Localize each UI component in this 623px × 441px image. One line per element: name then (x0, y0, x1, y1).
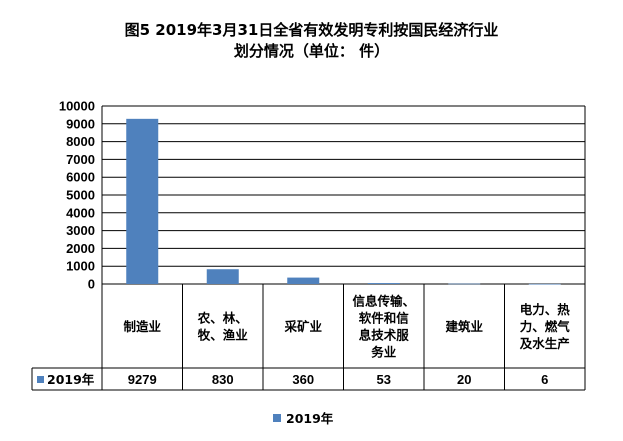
data-table-value: 20 (457, 372, 471, 387)
category-label: 信息传输、软件和信息技术服务业 (352, 294, 415, 360)
bar (287, 277, 320, 284)
category-label: 建筑业 (445, 319, 483, 334)
y-tick-label: 0 (88, 277, 95, 292)
table-series-key (37, 376, 44, 383)
legend-label: 2019年 (286, 411, 334, 426)
y-tick-label: 5000 (66, 188, 95, 203)
category-label: 农、林、牧、渔业 (197, 311, 249, 343)
legend-swatch (273, 414, 281, 422)
y-tick-label: 2000 (66, 241, 95, 256)
data-table-value: 53 (377, 372, 391, 387)
category-label: 电力、热力、燃气及水生产 (520, 302, 571, 351)
y-tick-label: 9000 (66, 116, 95, 131)
y-tick-label: 8000 (66, 134, 95, 149)
data-table-value: 6 (541, 372, 548, 387)
bar (367, 283, 400, 284)
y-tick-label: 7000 (66, 152, 95, 167)
table-series-name: 2019年 (47, 372, 95, 387)
bar (126, 118, 159, 284)
y-tick-label: 3000 (66, 223, 95, 238)
chart-title-line-1: 图5 2019年3月31日全省有效发明专利按国民经济行业 (124, 21, 499, 39)
y-tick-label: 1000 (66, 259, 95, 274)
bar (448, 283, 481, 285)
data-table-value: 9279 (128, 372, 157, 387)
bar (206, 269, 239, 284)
y-tick-label: 10000 (59, 99, 95, 114)
chart-title-line-2: 划分情况（单位： 件） (233, 42, 390, 60)
data-table-value: 360 (292, 372, 314, 387)
category-label: 采矿业 (283, 319, 322, 334)
data-table-value: 830 (212, 372, 234, 387)
bar (528, 283, 561, 285)
category-label: 制造业 (123, 319, 161, 334)
y-tick-label: 6000 (66, 170, 95, 185)
y-tick-label: 4000 (66, 205, 95, 220)
